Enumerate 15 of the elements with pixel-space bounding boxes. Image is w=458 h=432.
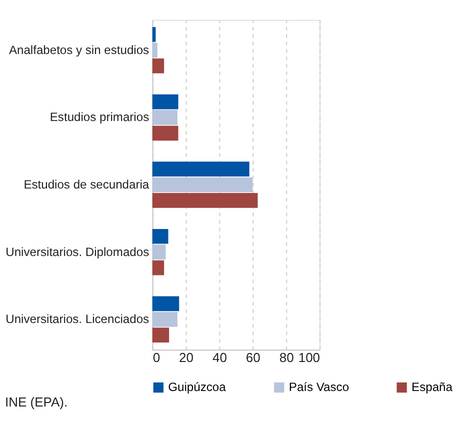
legend-label: España	[412, 380, 453, 394]
x-tick-label: 0	[152, 350, 160, 366]
text: INE (EPA).	[4, 394, 68, 410]
x-tick-label: 60	[246, 350, 260, 366]
y-tick-label: Estudios de secundaria	[24, 177, 150, 192]
x-tick-label: 40	[212, 350, 227, 366]
y-tick-label: Universitarios. Diplomados	[6, 244, 150, 259]
legend-label: Guipúzcoa	[168, 380, 226, 394]
x-tick-label: 20	[179, 350, 194, 366]
y-tick-label: Estudios primarios	[50, 110, 150, 124]
y-tick-label: Universitarios. Licenciados	[6, 312, 150, 326]
y-tick-label: Analfabetos y sin estudios	[8, 42, 150, 57]
x-tick-label: 80	[279, 350, 294, 366]
legend-label: País Vasco	[288, 380, 350, 394]
x-tick-label: 100	[298, 350, 320, 366]
